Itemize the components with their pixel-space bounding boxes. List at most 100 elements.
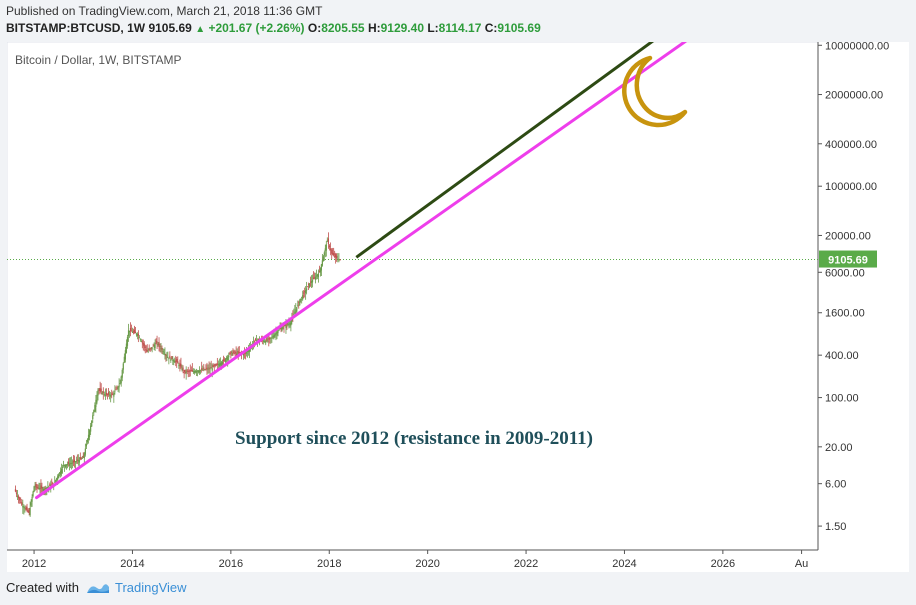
y-tick-label: 1600.00 [825,308,865,320]
x-tick-label: 2012 [22,558,46,570]
price-candle [154,339,156,351]
candle-body [212,365,214,368]
last-price: 9105.69 [148,21,192,35]
price-candle [338,253,340,263]
price-candle [192,368,194,374]
candle-body [49,484,51,486]
price-candle [272,332,274,340]
candle-body [327,238,329,244]
price-candle [325,241,327,257]
price-candle [315,269,318,280]
price-candle [34,482,36,492]
candle-body [151,347,153,350]
price-candle [153,342,155,350]
candle-body [131,331,134,333]
chart-area[interactable]: Bitcoin / Dollar, 1W, BITSTAMP 1.50 6.00 20… [7,42,909,572]
price-candle [54,476,56,483]
candle-body [133,329,136,333]
price-candle [134,326,137,334]
candle-body [85,443,88,447]
price-candle [309,276,312,287]
price-candle [148,344,150,352]
candle-body [15,492,18,494]
candle-body [61,466,64,468]
candle-body [284,324,286,326]
price-candle [179,359,181,372]
price-candle [203,363,205,372]
candle-body [262,340,264,342]
price-candle [128,330,131,338]
price-candle [206,362,208,375]
candle-body [43,489,45,491]
candle-body [302,295,304,300]
price-candle [248,343,251,359]
price-candle [158,337,160,352]
price-candle [123,353,125,364]
price-candle [228,352,230,362]
candle-body [247,349,250,353]
x-tick-label: 2018 [317,558,341,570]
y-tick-label: 100000.00 [825,181,877,193]
price-candle [226,355,228,364]
candle-body [303,292,305,294]
candle-body [330,248,332,251]
price-candle [317,269,320,283]
candle-body [173,360,175,362]
candle-body [233,350,235,354]
candle-body [242,353,245,356]
price-candle [165,353,167,362]
candle-body [56,478,58,481]
candle-body [184,369,186,372]
price-candle [163,349,165,356]
price-candle [36,483,38,493]
candle-body [35,484,37,487]
candle-body [113,393,115,397]
price-candle [65,464,68,470]
candle-body [38,487,40,489]
price-candle [78,457,80,466]
candle-body [223,359,226,361]
price-candle [180,357,182,370]
price-chart[interactable]: Bitcoin / Dollar, 1W, BITSTAMP 1.50 6.00 20… [7,42,909,572]
price-candle [81,456,83,460]
price-candle [176,356,178,368]
brand-label[interactable]: TradingView [114,580,187,595]
candle-body [188,371,190,373]
candle-body [106,394,109,395]
quote-line: BITSTAMP:BTCUSD, 1W 9105.69 ▲ +201.67 (+… [6,20,541,37]
price-candle [319,267,322,277]
candle-body [134,331,137,334]
candle-body [274,333,276,336]
price-candle [187,366,189,378]
candle-body [296,307,298,312]
candle-body [335,254,337,258]
candle-body [313,277,316,279]
candle-body [289,322,291,326]
candle-body [71,462,74,464]
candle-body [70,462,73,464]
price-candle [141,339,143,349]
price-candle [60,467,62,478]
candle-body [110,394,112,397]
candle-body [318,271,321,273]
tradingview-brand[interactable]: TradingView [85,578,187,598]
price-candle [169,351,171,359]
price-candle [135,332,137,337]
price-candle [91,420,93,427]
price-candle [145,345,147,353]
price-candle [312,271,315,280]
price-candle [168,357,170,365]
candle-body [141,341,143,343]
price-candle [184,369,186,375]
price-candle [177,356,179,364]
candle-body [146,350,148,352]
candle-body [172,359,174,361]
high-value: 9129.40 [380,21,424,35]
candle-body [338,259,340,261]
price-candle [15,489,18,498]
candle-body [268,338,270,340]
candle-body [159,346,161,347]
price-candle [218,358,220,368]
candle-body [69,463,72,465]
candle-body [100,388,102,392]
